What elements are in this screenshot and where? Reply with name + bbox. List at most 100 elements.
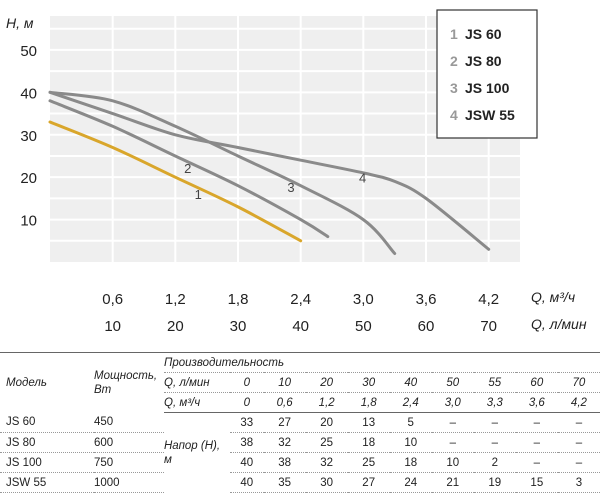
q-lmin-value: 10 bbox=[263, 372, 306, 393]
curve-label-2: 2 bbox=[184, 161, 191, 176]
x-tick-label-m3h: 3,0 bbox=[353, 291, 374, 308]
power-cell: 450 bbox=[94, 412, 164, 433]
head-value-cell: 5 bbox=[389, 412, 432, 433]
head-value-cell: 13 bbox=[347, 412, 390, 433]
x-axis-title-primary: Q, м³/ч bbox=[531, 289, 575, 305]
table-header-row: Q, л/мин 0 10 20 30 40 50 55 60 70 bbox=[0, 372, 600, 393]
head-value-cell: 27 bbox=[347, 472, 390, 493]
table-header-row: Модель Мощность, Вт Производительность bbox=[0, 352, 600, 413]
legend-number: 4 bbox=[450, 107, 458, 123]
chart-legend: 1 JS 60 2 JS 80 3 JS 100 4 JSW 55 bbox=[436, 9, 538, 139]
curve-jsw-55 bbox=[48, 90, 491, 251]
head-value-cell: 30 bbox=[305, 472, 348, 493]
head-label: Напор (H), м bbox=[164, 439, 221, 466]
power-cell: 1000 bbox=[94, 472, 164, 493]
legend-series-name: JS 100 bbox=[465, 80, 510, 96]
q-m3h-value: 0 bbox=[230, 392, 264, 413]
head-value-cell: 3 bbox=[557, 472, 600, 493]
curve-js-100 bbox=[48, 90, 397, 255]
productivity-header: Производительность bbox=[164, 352, 600, 373]
q-m3h-value: 0,6 bbox=[263, 392, 306, 413]
curve-label-3: 3 bbox=[287, 180, 294, 195]
x-tick-label-m3h: 4,2 bbox=[478, 291, 499, 308]
x-tick-label-lmin: 30 bbox=[230, 318, 247, 335]
x-axis-title-secondary: Q, л/мин bbox=[531, 316, 587, 332]
x-tick-label-lmin: 10 bbox=[104, 318, 121, 335]
legend-number: 2 bbox=[450, 53, 458, 69]
head-value-cell: 27 bbox=[263, 412, 306, 433]
q-lmin-value: 40 bbox=[389, 372, 432, 393]
legend-number: 1 bbox=[450, 26, 458, 42]
head-value-cell: 40 bbox=[230, 472, 264, 493]
y-tick-label: 10 bbox=[20, 213, 37, 230]
q-lmin-value: 20 bbox=[305, 372, 348, 393]
x-tick-label-lmin: 60 bbox=[418, 318, 435, 335]
q-m3h-value: 2,4 bbox=[389, 392, 432, 413]
q-lmin-value: 50 bbox=[431, 372, 474, 393]
head-value-cell: 32 bbox=[263, 432, 306, 453]
head-value-cell: 10 bbox=[431, 452, 474, 473]
head-value-cell: 38 bbox=[230, 432, 264, 453]
x-tick-label-m3h: 0,6 bbox=[102, 291, 123, 308]
head-value-cell: – bbox=[431, 412, 474, 433]
model-header: Модель bbox=[0, 352, 94, 413]
chart-curves: 4 3 21 bbox=[48, 90, 491, 255]
power-header: Мощность, Вт bbox=[94, 352, 164, 413]
q-lmin-value: 70 bbox=[557, 372, 600, 393]
head-value-cell: 40 bbox=[230, 452, 264, 473]
curve-js-80 bbox=[48, 99, 330, 239]
table-row: JS 80 600 38 32 25 18 10– – – – bbox=[0, 432, 600, 453]
curve-label-4: 4 bbox=[359, 170, 366, 185]
q-m3h-value: 3,3 bbox=[473, 392, 516, 413]
head-value-cell: 15 bbox=[515, 472, 558, 493]
legend-box bbox=[436, 9, 538, 139]
q-lmin-value: 60 bbox=[515, 372, 558, 393]
head-value-cell: 33 bbox=[230, 412, 264, 433]
head-value-cell: 20 bbox=[305, 412, 348, 433]
head-value-cell: 38 bbox=[263, 452, 306, 473]
power-cell: 750 bbox=[94, 452, 164, 473]
head-value-cell: – bbox=[473, 432, 516, 453]
model-cell: JSW 55 bbox=[0, 472, 94, 493]
model-cell: JS 100 bbox=[0, 452, 94, 473]
x-tick-label-lmin: 70 bbox=[480, 318, 497, 335]
y-tick-label: 50 bbox=[20, 43, 37, 60]
curve-label-1: 1 bbox=[195, 187, 202, 202]
x-tick-label-lmin: 50 bbox=[355, 318, 372, 335]
head-value-cell: – bbox=[473, 412, 516, 433]
table-row: JSW 55 1000 40 35 30 27 24 21 19 15 3 bbox=[0, 472, 600, 493]
head-value-cell: – bbox=[557, 452, 600, 473]
head-value-cell: 21 bbox=[431, 472, 474, 493]
chart-ticks: 10 20 30 40 50 0,6 1,2 1,8 2,4 3,0 3,6 4,2 10 20 30 40 5… bbox=[20, 43, 499, 335]
q-lmin-value: 55 bbox=[473, 372, 516, 393]
q-lmin-value: 30 bbox=[347, 372, 390, 393]
head-value-cell: 25 bbox=[305, 432, 348, 453]
q-m3h-value: 1,2 bbox=[305, 392, 348, 413]
x-tick-label-lmin: 40 bbox=[292, 318, 309, 335]
head-value-cell: – bbox=[557, 432, 600, 453]
table-row: JS 60 450 Напор (H), м 33 27 20 13 5– – – – bbox=[0, 412, 600, 466]
model-cell: JS 60 bbox=[0, 412, 94, 433]
q-lmin-label: Q, л/мин bbox=[164, 372, 230, 393]
power-cell: 600 bbox=[94, 432, 164, 453]
head-value-cell: – bbox=[557, 412, 600, 433]
q-m3h-label: Q, м³/ч bbox=[164, 392, 230, 413]
legend-series-name: JS 60 bbox=[465, 26, 502, 42]
curve-js-60 bbox=[48, 120, 303, 243]
y-tick-label: 30 bbox=[20, 128, 37, 145]
q-lmin-value: 0 bbox=[230, 372, 264, 393]
head-value-cell: 18 bbox=[389, 452, 432, 473]
q-m3h-value: 4,2 bbox=[557, 392, 600, 413]
y-axis-title: H, м bbox=[6, 15, 34, 31]
head-value-cell: 32 bbox=[305, 452, 348, 473]
head-value-cell: 35 bbox=[263, 472, 306, 493]
head-value-cell: – bbox=[431, 432, 474, 453]
x-tick-label-m3h: 1,8 bbox=[228, 291, 249, 308]
head-value-cell: 18 bbox=[347, 432, 390, 453]
head-value-cell: 2 bbox=[473, 452, 516, 473]
q-m3h-value: 3,6 bbox=[515, 392, 558, 413]
x-tick-label-m3h: 1,2 bbox=[165, 291, 186, 308]
x-tick-label-m3h: 2,4 bbox=[290, 291, 311, 308]
x-tick-label-lmin: 20 bbox=[167, 318, 184, 335]
